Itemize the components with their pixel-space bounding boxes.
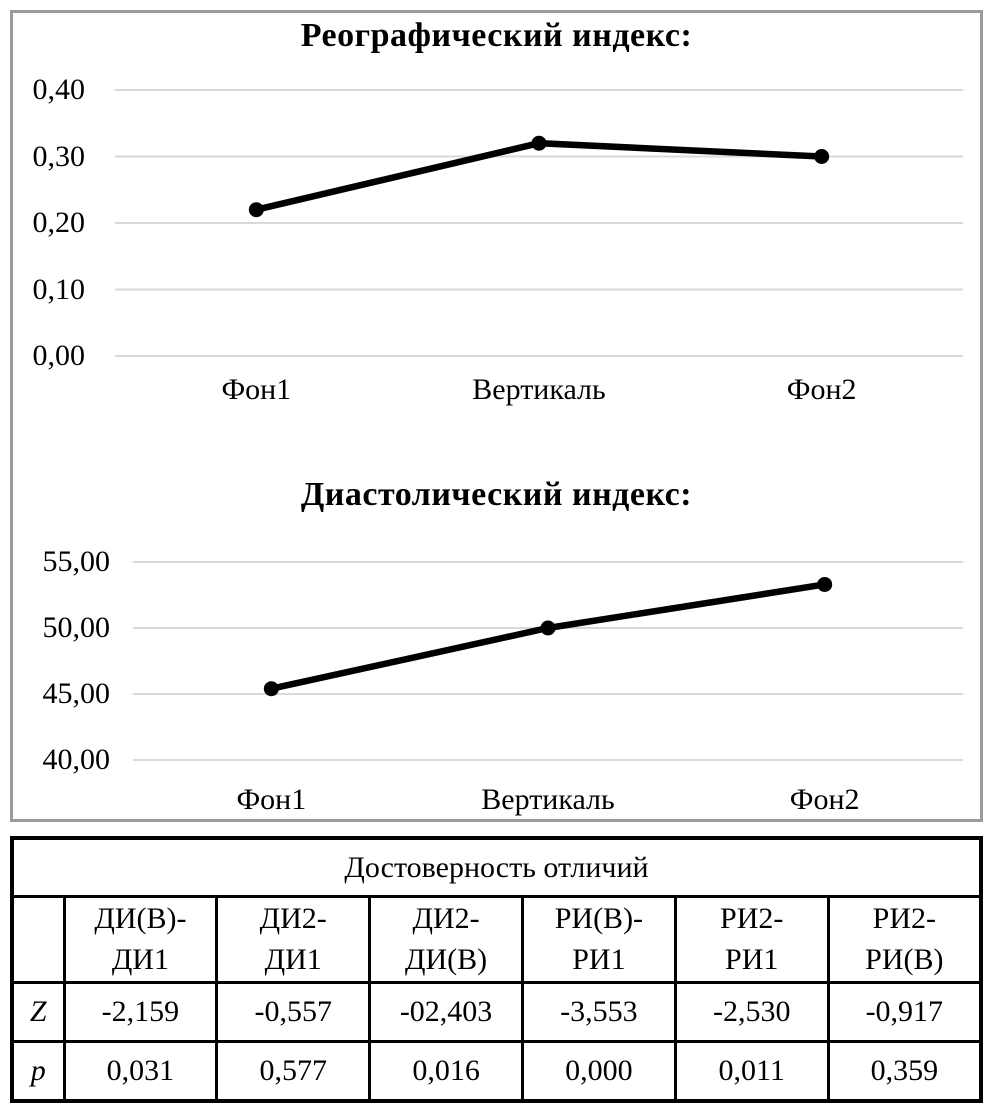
y-axis-tick-label: 0,00	[32, 339, 86, 372]
x-category-label: Вертикаль	[472, 373, 606, 406]
table-corner-cell	[10, 895, 66, 984]
table-col-header: ДИ(В)- ДИ1	[62, 895, 219, 984]
p-value: 0,031	[62, 1040, 219, 1103]
z-value: -02,403	[368, 981, 524, 1043]
data-point-marker	[531, 135, 547, 151]
charts-panel: Реографический индекс: Диастолический ин…	[10, 10, 983, 822]
chart-title-diastolic-index: Диастолический индекс:	[300, 476, 693, 513]
p-value: 0,016	[368, 1040, 524, 1103]
p-value: 0,000	[520, 1040, 677, 1103]
z-value: -2,530	[673, 981, 830, 1043]
data-point-marker	[814, 149, 830, 164]
x-category-label: Вертикаль	[481, 783, 615, 816]
table-col-header: РИ2- РИ(В)	[826, 895, 983, 984]
table-col-header: ДИ2- ДИ1	[215, 895, 372, 984]
x-category-label: Фон1	[221, 373, 292, 406]
data-point-marker	[817, 576, 833, 592]
z-value: -2,159	[62, 981, 219, 1043]
y-axis-tick-label: 0,40	[32, 73, 86, 106]
table-col-header: ДИ2- ДИ(В)	[368, 895, 524, 984]
significance-table: Достоверность отличий ДИ(В)- ДИ1 ДИ2- ДИ…	[10, 836, 983, 1103]
y-axis-tick-label: 0,10	[32, 272, 86, 306]
series-line	[253, 139, 825, 213]
y-axis-tick-label: 40,00	[42, 743, 111, 776]
z-value: -3,553	[520, 981, 677, 1043]
chart-title-rheographic-index: Реографический индекс:	[300, 17, 693, 54]
data-point-marker	[540, 620, 556, 636]
p-value: 0,011	[673, 1040, 830, 1103]
z-value: -0,557	[215, 981, 372, 1043]
table-title: Достоверность отличий	[10, 836, 983, 898]
table-row: p 0,031 0,577 0,016 0,000 0,011 0,359	[10, 1040, 983, 1103]
y-axis-tick-label: 55,00	[42, 545, 111, 578]
table-col-header: РИ(В)- РИ1	[520, 895, 677, 984]
z-value: -0,917	[826, 981, 983, 1043]
x-category-label: Фон2	[786, 373, 857, 406]
data-point-marker	[248, 202, 264, 218]
x-category-label: Фон1	[236, 783, 307, 816]
p-value: 0,359	[826, 1040, 983, 1103]
row-label-p: p	[10, 1040, 66, 1103]
line-plots-canvas	[115, 89, 963, 761]
table-row: Z -2,159 -0,557 -02,403 -3,553 -2,530 -0…	[10, 981, 983, 1043]
data-point-marker	[263, 681, 279, 697]
y-axis-tick-label: 0,30	[32, 139, 86, 173]
y-axis-tick-label: 45,00	[42, 677, 111, 710]
table-col-header: РИ2- РИ1	[673, 895, 830, 984]
x-category-label: Фон2	[789, 783, 860, 816]
p-value: 0,577	[215, 1040, 372, 1103]
row-label-z: Z	[10, 981, 66, 1043]
y-axis-tick-label: 50,00	[42, 611, 111, 644]
y-axis-tick-label: 0,20	[32, 206, 86, 239]
series-line	[268, 581, 828, 692]
